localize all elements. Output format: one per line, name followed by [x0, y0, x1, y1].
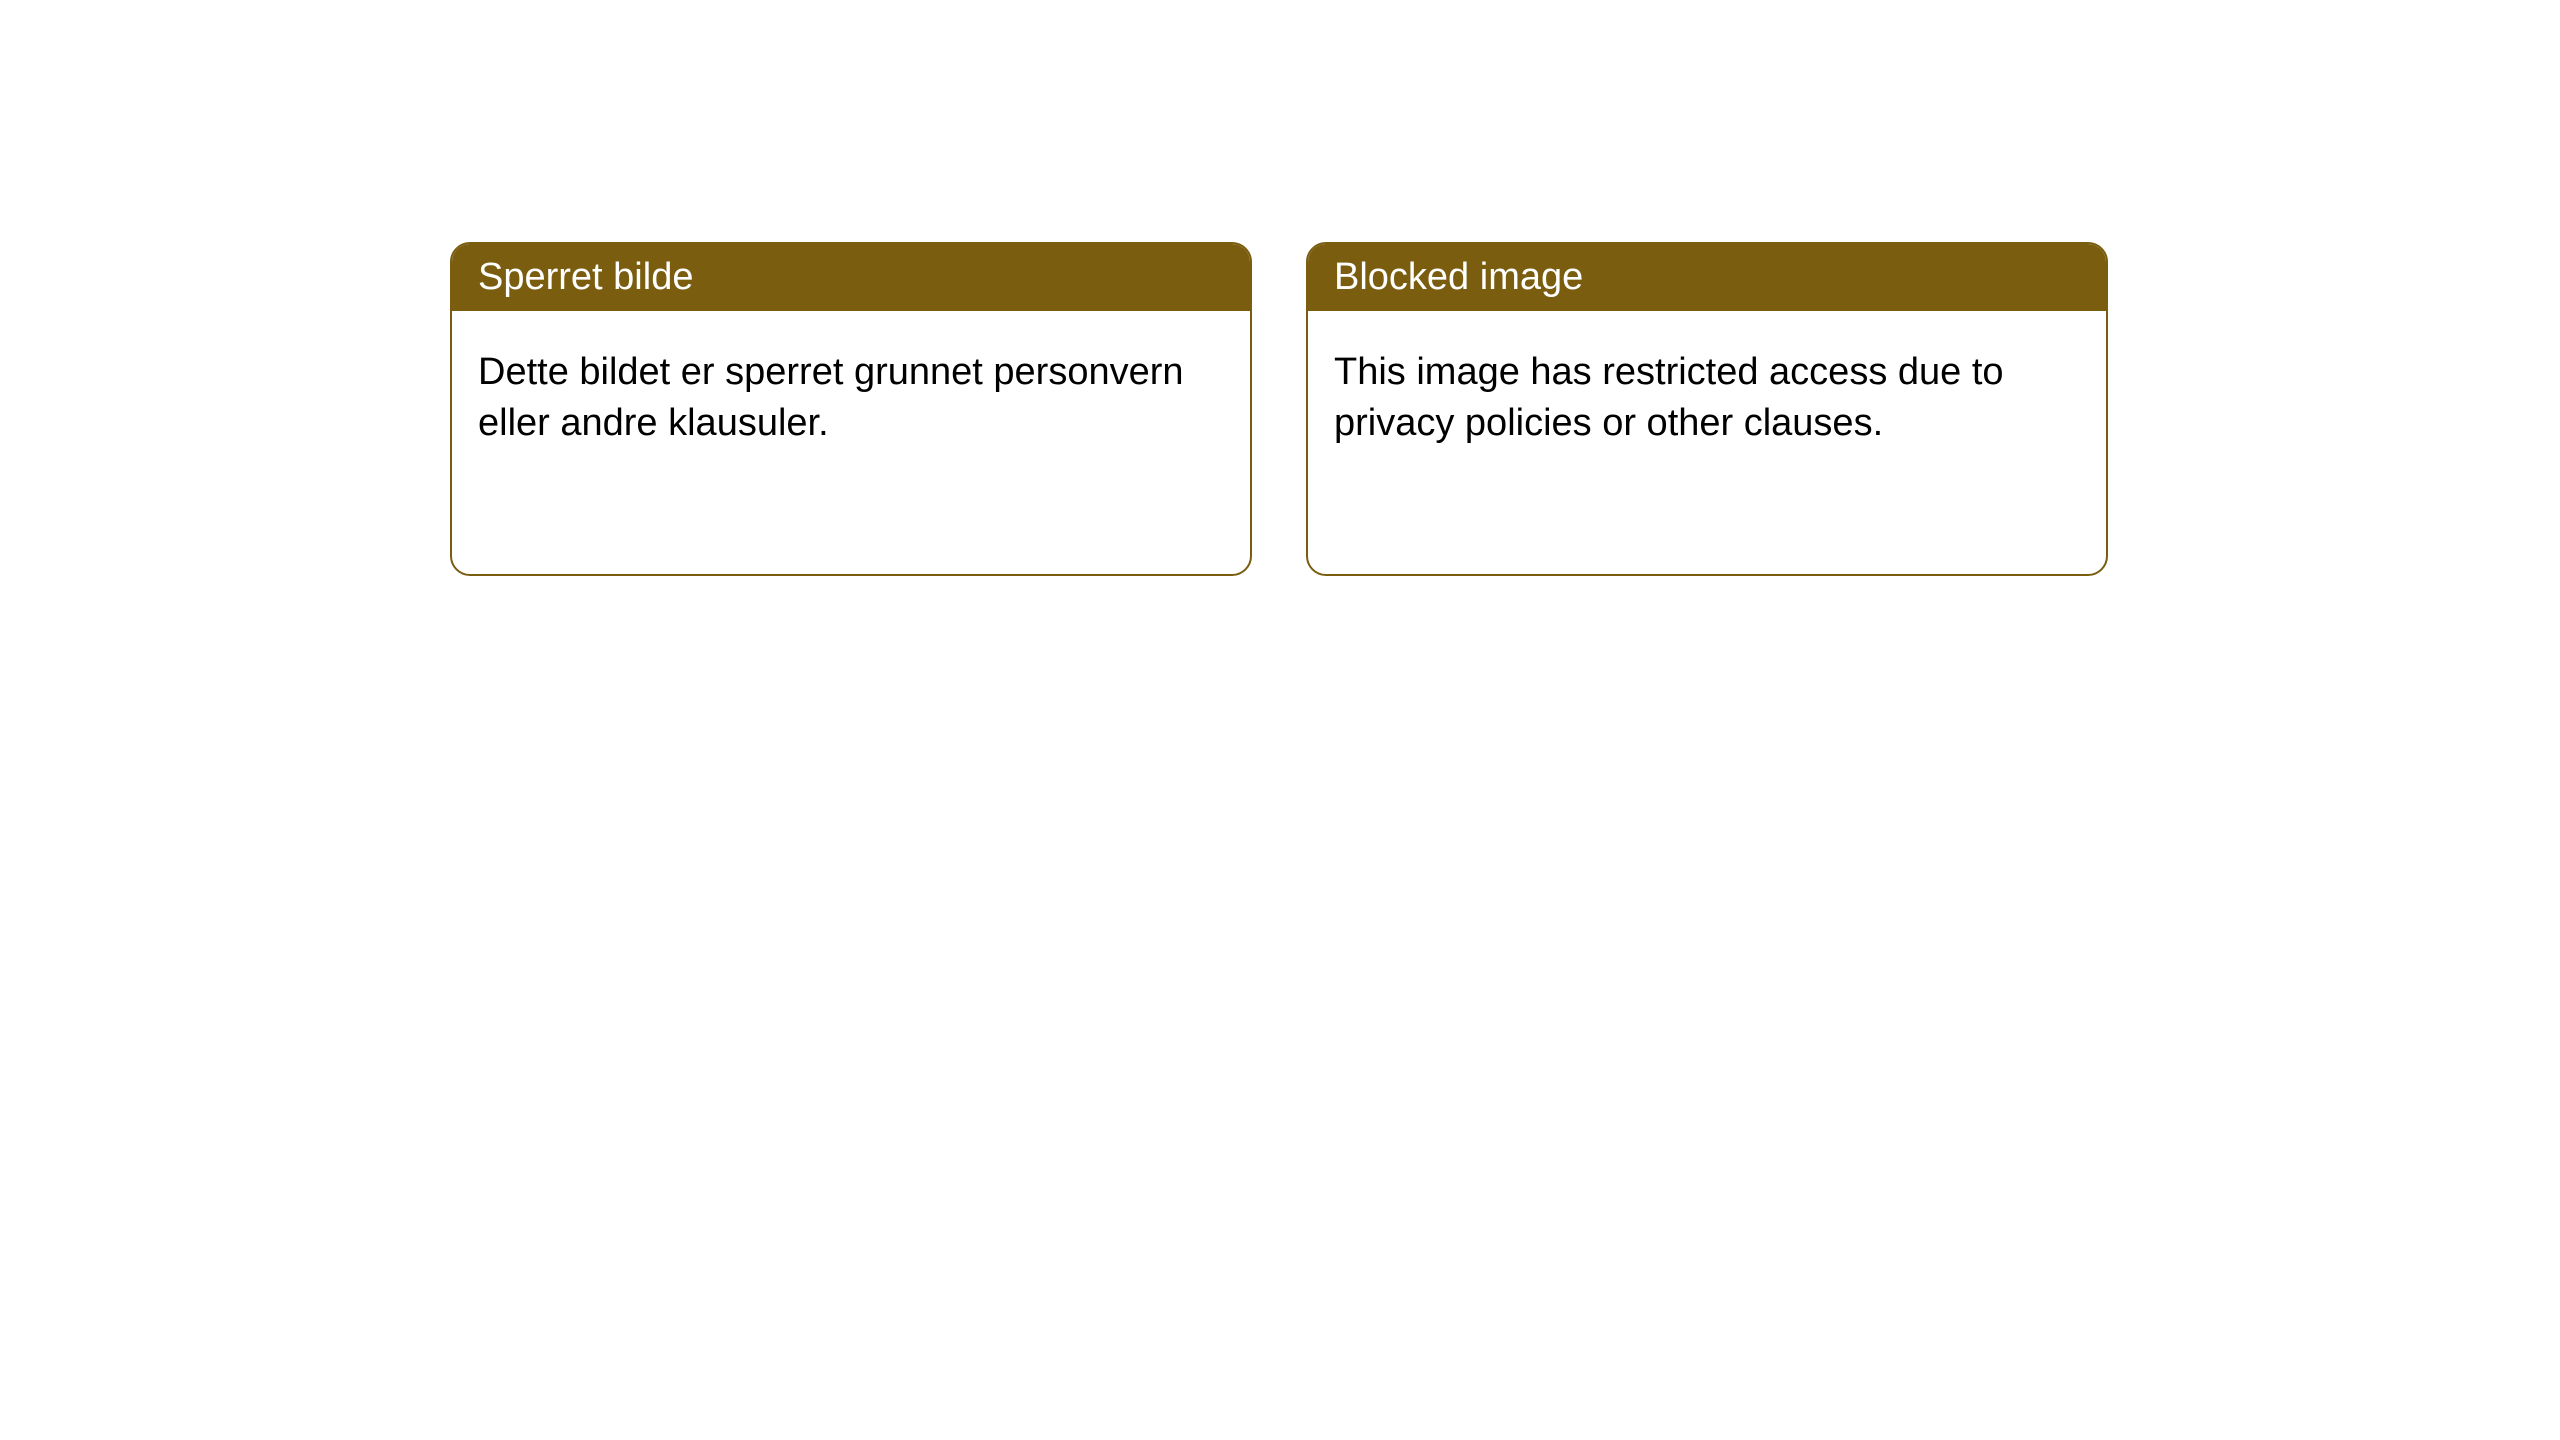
- notice-card-english: Blocked image This image has restricted …: [1306, 242, 2108, 576]
- notice-header: Sperret bilde: [452, 244, 1250, 311]
- notice-text: This image has restricted access due to …: [1334, 351, 2004, 444]
- notice-cards-container: Sperret bilde Dette bildet er sperret gr…: [0, 0, 2560, 576]
- notice-body: This image has restricted access due to …: [1308, 311, 2106, 486]
- notice-header: Blocked image: [1308, 244, 2106, 311]
- notice-title: Sperret bilde: [478, 256, 693, 298]
- notice-card-norwegian: Sperret bilde Dette bildet er sperret gr…: [450, 242, 1252, 576]
- notice-body: Dette bildet er sperret grunnet personve…: [452, 311, 1250, 486]
- notice-title: Blocked image: [1334, 256, 1583, 298]
- notice-text: Dette bildet er sperret grunnet personve…: [478, 351, 1184, 444]
